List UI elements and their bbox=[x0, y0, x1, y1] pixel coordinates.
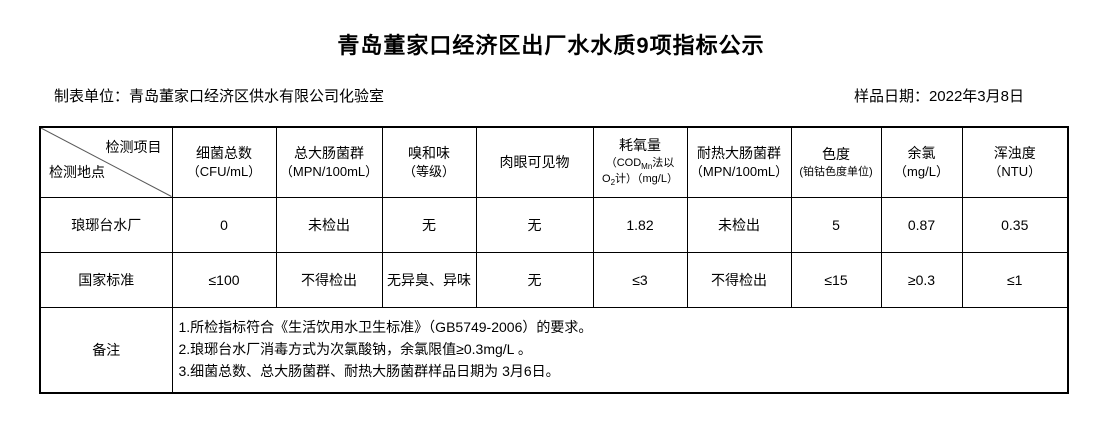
column-header-residual-chlorine: 余氯 （mg/L） bbox=[880, 126, 963, 198]
cod-unit-text: （CODMn法以 O2计）（mg/L） bbox=[602, 156, 678, 188]
cell-value: 无异臭、异味 bbox=[381, 251, 477, 308]
row-label-plant: 琅琊台水厂 bbox=[39, 196, 173, 253]
cell-value: 1.82 bbox=[592, 196, 688, 253]
sample-date-label: 样品日期：2022年3月8日 bbox=[853, 88, 1024, 105]
cell-value: 0.87 bbox=[880, 196, 963, 253]
cell-value: 0.35 bbox=[961, 196, 1069, 253]
table-row-remark: 备注 1.所检指标符合《生活饮用水卫生标准》（GB5749-2006）的要求。 … bbox=[39, 306, 1069, 394]
cell-value: 5 bbox=[790, 196, 882, 253]
meta-row: 制表单位：青岛董家口经济区供水有限公司化验室 样品日期：2022年3月8日 bbox=[54, 85, 1024, 106]
column-header-thermotolerant-coliform: 耐热大肠菌群 （MPN/100mL） bbox=[686, 126, 792, 198]
cell-value: 未检出 bbox=[275, 196, 383, 253]
corner-header-cell: 检测项目 检测地点 bbox=[39, 126, 173, 198]
column-header-visible-matter: 肉眼可见物 bbox=[475, 126, 594, 198]
corner-label-items: 检测项目 bbox=[105, 139, 162, 155]
diagonal-divider-line bbox=[41, 128, 172, 197]
cell-value: ≤3 bbox=[592, 251, 688, 308]
cell-value: ≥0.3 bbox=[880, 251, 963, 308]
cell-value: ≤15 bbox=[790, 251, 882, 308]
cell-value: 未检出 bbox=[686, 196, 792, 253]
remark-cell: 1.所检指标符合《生活饮用水卫生标准》（GB5749-2006）的要求。 2.琅… bbox=[171, 306, 1069, 394]
corner-label-sites: 检测地点 bbox=[49, 163, 105, 180]
remark-line: 1.所检指标符合《生活饮用水卫生标准》（GB5749-2006）的要求。 bbox=[178, 319, 593, 336]
remark-line: 3.细菌总数、总大肠菌群、耐热大肠菌群样品日期为 3月6日。 bbox=[178, 362, 560, 379]
cell-value: 无 bbox=[381, 196, 477, 253]
row-label-standard: 国家标准 bbox=[39, 251, 173, 308]
cell-value: 不得检出 bbox=[686, 251, 792, 308]
column-header-turbidity: 浑浊度 （NTU） bbox=[961, 126, 1069, 198]
page-title: 青岛董家口经济区出厂水水质9项指标公示 bbox=[337, 33, 765, 58]
producer-label: 制表单位：青岛董家口经济区供水有限公司化验室 bbox=[54, 88, 385, 105]
column-header-odor-taste: 嗅和味 （等级） bbox=[381, 126, 477, 198]
water-quality-table: 检测项目 检测地点 细菌总数 （CFU/mL） 总大肠菌群 （MPN/100mL… bbox=[39, 126, 1069, 394]
cell-value: 不得检出 bbox=[275, 251, 383, 308]
cell-value: ≤100 bbox=[171, 251, 277, 308]
column-header-total-coliform: 总大肠菌群 （MPN/100mL） bbox=[275, 126, 383, 198]
column-header-chroma: 色度 (铂钴色度单位) bbox=[790, 126, 882, 198]
cell-value: ≤1 bbox=[961, 251, 1069, 308]
table-row-plant: 琅琊台水厂 0 未检出 无 无 1.82 未检出 5 0.87 0.35 bbox=[39, 196, 1069, 253]
column-header-oxygen-consumption: 耗氧量 （CODMn法以 O2计）（mg/L） bbox=[592, 126, 688, 198]
table-row-national-standard: 国家标准 ≤100 不得检出 无异臭、异味 无 ≤3 不得检出 ≤15 ≥0.3… bbox=[39, 251, 1069, 308]
remark-content: 1.所检指标符合《生活饮用水卫生标准》（GB5749-2006）的要求。 2.琅… bbox=[173, 317, 1067, 382]
remark-line: 2.琅琊台水厂消毒方式为次氯酸钠，余氯限值≥0.3mg/L 。 bbox=[178, 340, 532, 357]
column-header-bacteria: 细菌总数 （CFU/mL） bbox=[171, 126, 277, 198]
table-header-row: 检测项目 检测地点 细菌总数 （CFU/mL） 总大肠菌群 （MPN/100mL… bbox=[39, 126, 1069, 198]
cell-value: 无 bbox=[475, 196, 594, 253]
remark-label: 备注 bbox=[39, 306, 173, 394]
cell-value: 0 bbox=[171, 196, 277, 253]
cell-value: 无 bbox=[475, 251, 594, 308]
